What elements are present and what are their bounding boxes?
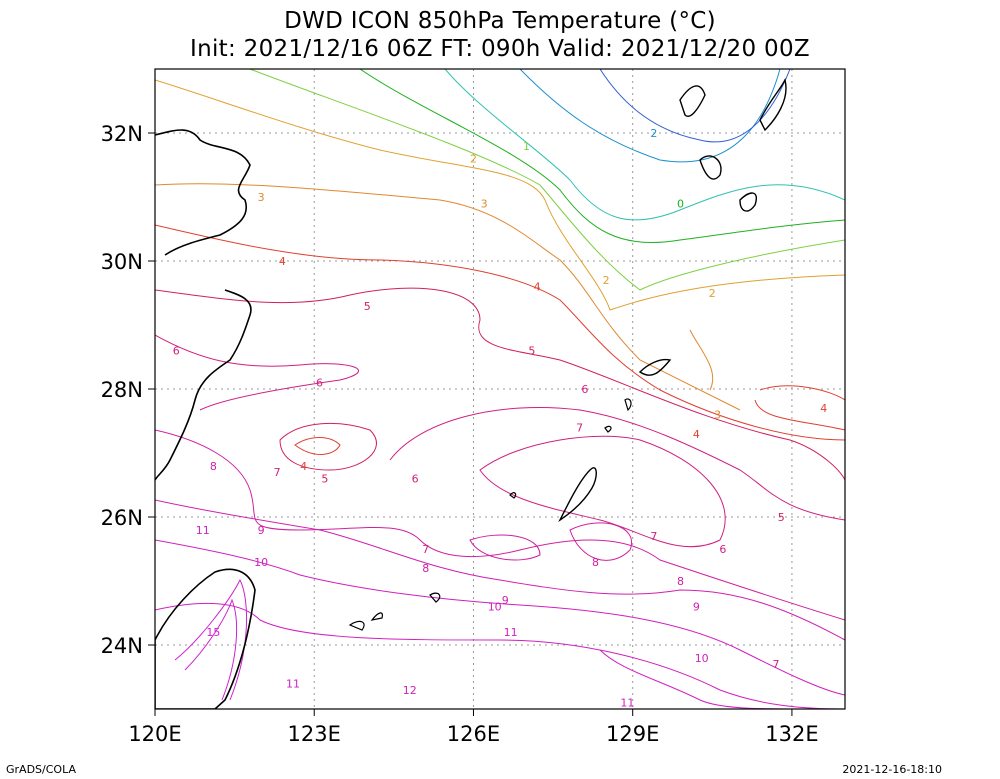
contour-field	[155, 69, 845, 709]
contour-label: 4	[534, 281, 541, 294]
contour-label: 7	[650, 530, 657, 543]
contour-label: 0	[677, 197, 684, 210]
contour-label: 4	[820, 402, 827, 415]
contour-label: 6	[719, 543, 726, 556]
contour-label: 8	[422, 562, 429, 575]
map-title: DWD ICON 850hPa Temperature (°C)	[284, 8, 716, 34]
contour-label: 4	[279, 255, 286, 268]
contour-label: 2	[709, 287, 716, 300]
contour-label: 3	[258, 191, 265, 204]
contour-label: 2	[470, 153, 477, 166]
contour-label: 11	[620, 697, 634, 710]
contour-label: 5	[778, 511, 785, 524]
contour-label: 11	[286, 677, 300, 690]
footer-credit: GrADS/COLA	[6, 763, 76, 776]
contour-label: 7	[422, 543, 429, 556]
contour-label: 15	[206, 626, 220, 639]
contour-label: 6	[581, 383, 588, 396]
contour-label: 10	[488, 601, 502, 614]
contour-label: 1	[523, 140, 530, 153]
contour-label: 8	[210, 460, 217, 473]
contour-label: 5	[364, 300, 371, 313]
contour-label: 10	[695, 652, 709, 665]
contour-label: 4	[693, 428, 700, 441]
contour-label: 2	[650, 127, 657, 140]
contour-label: 3	[481, 197, 488, 210]
lat-tick-label: 32N	[101, 122, 143, 146]
contour-label: 11	[196, 524, 210, 537]
contour-label: 6	[316, 377, 323, 390]
contour-label: 9	[502, 594, 509, 607]
contour-label: 4	[300, 460, 307, 473]
contour-label: 8	[677, 575, 684, 588]
map-subtitle: Init: 2021/12/16 06Z FT: 090h Valid: 202…	[190, 36, 810, 62]
contour-label: 5	[528, 345, 535, 358]
contour-label: 7	[274, 466, 281, 479]
lat-tick-label: 24N	[101, 634, 143, 658]
axis-ticks: 120E 123E 126E 129E 132E 24N 26N 28N 30N 32N	[101, 122, 819, 746]
lon-tick-label: 126E	[447, 722, 500, 746]
lat-tick-label: 26N	[101, 506, 143, 530]
contour-label: 7	[576, 421, 583, 434]
contour-label: 2	[603, 274, 610, 287]
contour-label: 6	[173, 345, 180, 358]
lon-tick-label: 120E	[128, 722, 181, 746]
contour-label: 8	[592, 556, 599, 569]
contour-label: 10	[254, 556, 268, 569]
lon-tick-label: 123E	[288, 722, 341, 746]
contour-label: 9	[693, 601, 700, 614]
contour-label: 9	[258, 524, 265, 537]
contour-label: 7	[773, 658, 780, 671]
lon-tick-label: 132E	[765, 722, 818, 746]
contour-label: 6	[412, 473, 419, 486]
contour-label: 3	[714, 409, 721, 422]
lat-tick-label: 30N	[101, 250, 143, 274]
lat-tick-label: 28N	[101, 378, 143, 402]
contour-label: 5	[321, 473, 328, 486]
contour-label: 12	[403, 684, 417, 697]
lon-tick-label: 129E	[606, 722, 659, 746]
contour-label: 11	[504, 626, 518, 639]
footer-timestamp: 2021-12-16-18:10	[842, 763, 942, 776]
